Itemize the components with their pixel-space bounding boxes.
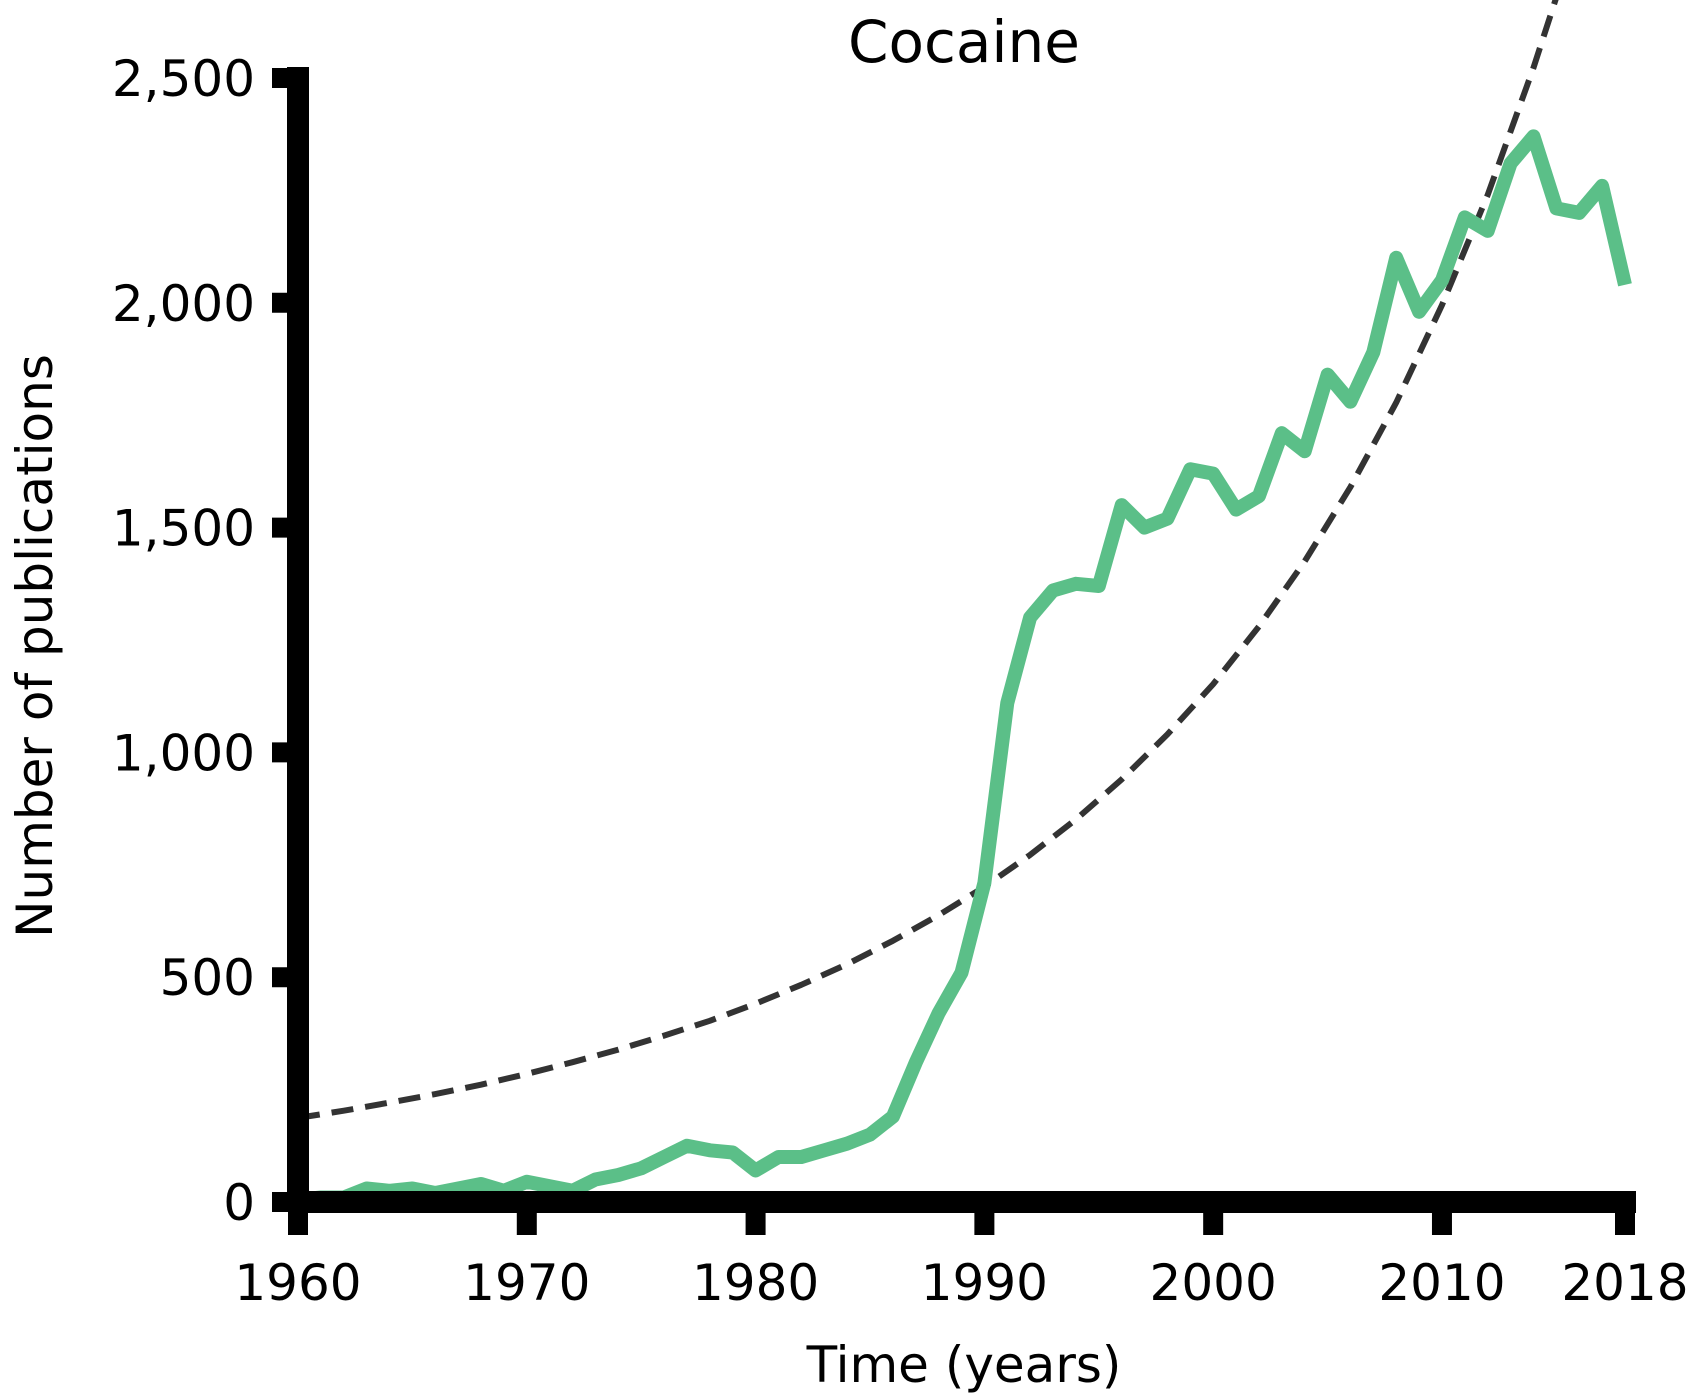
- x-tick-label: 2010: [1378, 1254, 1505, 1312]
- y-axis-label: Number of publications: [6, 354, 64, 938]
- x-tick-label: 1980: [692, 1254, 819, 1312]
- y-tick-label: 2,500: [112, 50, 255, 108]
- x-tick-label: 1990: [921, 1254, 1048, 1312]
- y-tick-label: 0: [223, 1174, 255, 1232]
- x-tick-label: 2018: [1561, 1254, 1688, 1312]
- x-axis-ticks: 1960 1970 1980 1990 2000 2010 2018: [234, 1202, 1689, 1312]
- chart-title: Cocaine: [848, 8, 1080, 76]
- y-tick-label: 1,500: [112, 500, 255, 558]
- y-tick-label: 1,000: [112, 724, 255, 782]
- trend-line: [297, 0, 1559, 1121]
- y-tick-label: 2,000: [112, 275, 255, 333]
- x-axis-label: Time (years): [806, 1336, 1122, 1394]
- y-axis-ticks: 0 500 1,000 1,500 2,000 2,500: [112, 50, 298, 1232]
- x-tick-label: 1970: [463, 1254, 590, 1312]
- x-tick-label: 1960: [234, 1254, 361, 1312]
- series-layer: [297, 0, 1632, 1207]
- publications-line: [297, 129, 1632, 1207]
- x-tick-label: 2000: [1150, 1254, 1277, 1312]
- y-tick-label: 500: [160, 949, 255, 1007]
